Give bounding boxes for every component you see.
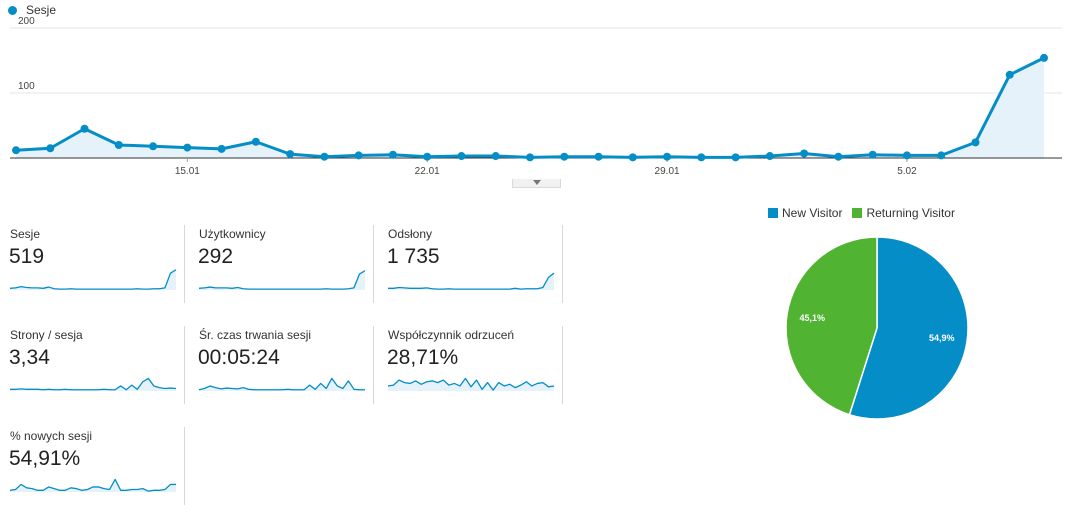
metric-tile-pages-per-session[interactable]: Strony / sesja 3,34 (8, 326, 185, 404)
metric-label: Odsłony (388, 227, 433, 241)
x-tick-label: 22.01 (415, 166, 440, 177)
sparkline-area (10, 269, 176, 290)
sparkline-area (388, 273, 554, 290)
series-line (15, 56, 1045, 159)
sparkline (198, 270, 366, 290)
sessions-chart: 100 200 15.01 22.01 29.01 5.02 (10, 16, 1062, 177)
metric-tile-pageviews[interactable]: Odsłony 1 735 (386, 225, 563, 303)
data-point[interactable] (12, 146, 20, 155)
data-point[interactable] (46, 144, 55, 153)
data-point[interactable] (1040, 53, 1048, 62)
sparkline (10, 377, 177, 391)
legend-dot-icon (8, 5, 17, 15)
data-point[interactable] (354, 151, 363, 160)
sparkline (387, 377, 555, 391)
y-tick-label: 200 (18, 16, 35, 27)
data-point[interactable] (594, 152, 603, 161)
pie-legend-label: New Visitor (782, 206, 843, 220)
sparkline (388, 272, 555, 290)
data-point[interactable] (183, 143, 192, 152)
sparkline-area (388, 378, 554, 391)
data-point[interactable] (217, 144, 226, 153)
metric-label: Użytkownicy (199, 227, 266, 241)
data-point[interactable] (1005, 70, 1014, 79)
metric-value: 54,91% (9, 447, 81, 470)
data-point[interactable] (663, 152, 672, 161)
data-point[interactable] (628, 153, 637, 162)
data-point[interactable] (765, 152, 774, 161)
metric-value: 00:05:24 (198, 346, 280, 369)
data-point[interactable] (491, 152, 500, 161)
x-tick-label: 5.02 (897, 166, 917, 177)
sparkline (198, 377, 365, 391)
pie-legend-item[interactable]: New Visitor (768, 206, 842, 220)
sparkline-area (199, 378, 365, 391)
data-point[interactable] (457, 152, 466, 161)
sparkline-area (10, 479, 176, 492)
data-point[interactable] (971, 138, 980, 147)
metric-label: Współczynnik odrzuceń (388, 328, 515, 342)
sparkline-line (388, 272, 555, 290)
data-point[interactable] (902, 151, 911, 160)
data-point[interactable] (526, 153, 534, 162)
pie-legend: New Visitor Returning Visitor (768, 206, 965, 220)
data-point[interactable] (697, 153, 706, 162)
metric-label: Śr. czas trwania sesji (199, 328, 312, 342)
metric-label: Sesje (10, 227, 41, 241)
legend-swatch-new-icon (768, 208, 778, 218)
pie-slice[interactable] (785, 236, 878, 416)
data-point[interactable] (114, 141, 123, 149)
y-tick-label: 100 (18, 81, 35, 92)
sparkline-line (9, 269, 177, 290)
sparkline-line (10, 377, 177, 391)
sparkline-line (387, 377, 555, 391)
metric-label: % nowych sesji (10, 429, 93, 443)
x-tick-label: 29.01 (655, 166, 680, 177)
metric-value: 28,71% (387, 346, 459, 369)
metric-tile-sessions[interactable]: Sesje 519 (8, 225, 185, 303)
pie-legend-label: Returning Visitor (866, 206, 955, 220)
visitor-pie-chart: 54,9% 45,1% (785, 236, 969, 420)
data-point[interactable] (731, 153, 740, 162)
pie-slice-label: 45,1% (799, 313, 825, 323)
metric-value: 519 (9, 245, 45, 268)
data-point[interactable] (149, 142, 158, 151)
series-area (16, 57, 1044, 158)
metric-value: 3,34 (9, 346, 50, 369)
sparkline-area (199, 270, 365, 290)
chevron-down-icon (533, 180, 541, 185)
sparkline-line (198, 377, 365, 391)
data-point[interactable] (800, 149, 809, 158)
metric-label: Strony / sesja (10, 328, 83, 342)
collapse-chart-button[interactable] (512, 179, 561, 188)
pie-legend-item[interactable]: Returning Visitor (852, 206, 955, 220)
data-point[interactable] (560, 152, 569, 161)
sparkline (9, 269, 177, 290)
data-point[interactable] (423, 152, 432, 161)
data-point[interactable] (286, 150, 295, 159)
data-point[interactable] (868, 150, 877, 159)
legend-swatch-returning-icon (852, 208, 863, 218)
metric-tile-bounce-rate[interactable]: Współczynnik odrzuceń 28,71% (386, 326, 563, 404)
main-legend: Sesje (8, 2, 56, 18)
metric-value: 1 735 (387, 245, 440, 268)
data-point[interactable] (320, 152, 329, 161)
sparkline-line (198, 270, 366, 290)
metric-tile-new-sessions[interactable]: % nowych sesji 54,91% (8, 427, 185, 505)
x-tick-label: 15.01 (175, 166, 200, 177)
data-point[interactable] (834, 152, 843, 161)
metric-tile-users[interactable]: Użytkownicy 292 (197, 225, 374, 303)
pie-slice-label: 54,9% (929, 333, 955, 343)
pie-slice[interactable] (848, 236, 969, 420)
data-point[interactable] (388, 150, 397, 159)
sparkline (9, 478, 176, 492)
data-point[interactable] (80, 124, 89, 133)
metric-tile-avg-session-duration[interactable]: Śr. czas trwania sesji 00:05:24 (197, 326, 374, 404)
data-point[interactable] (251, 137, 260, 146)
main-legend-label: Sesje (26, 3, 57, 17)
metric-value: 292 (198, 245, 234, 268)
sparkline-line (9, 478, 176, 492)
data-point[interactable] (937, 151, 946, 160)
